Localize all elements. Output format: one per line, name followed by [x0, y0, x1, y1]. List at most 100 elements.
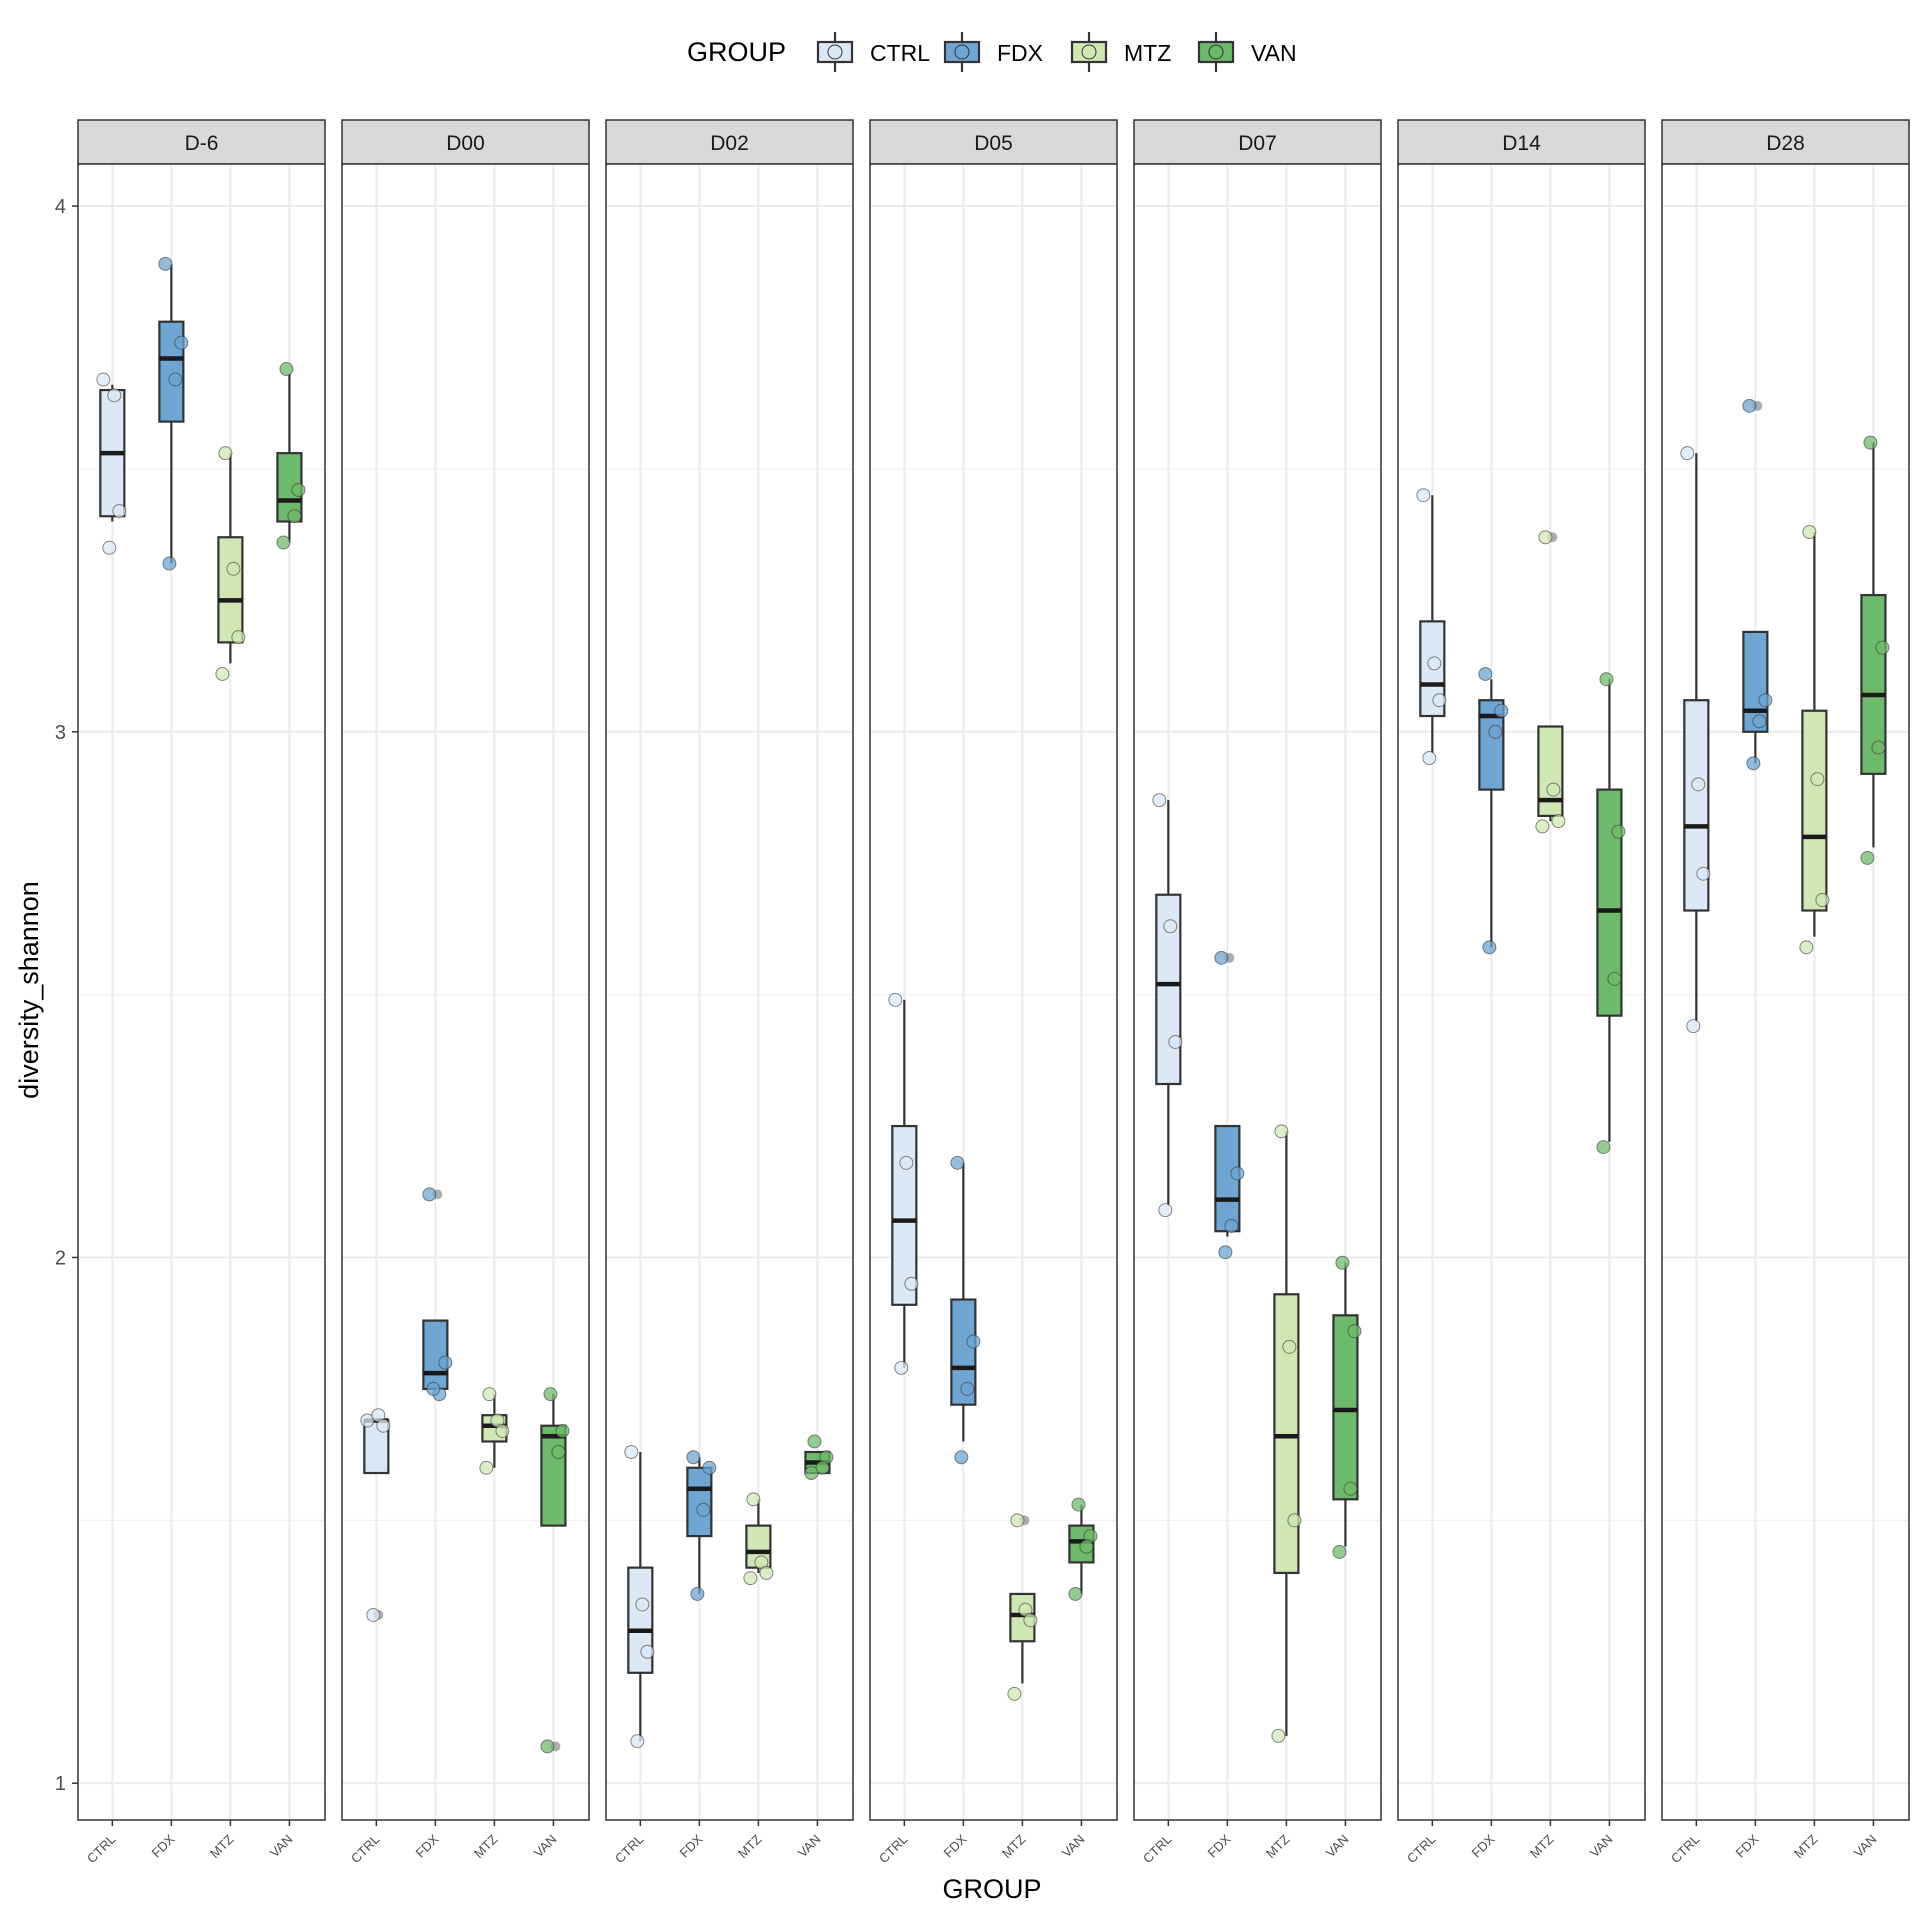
data-point [226, 561, 241, 576]
box-iqr [1332, 1314, 1359, 1501]
legend-key-point [954, 44, 970, 60]
data-point [218, 446, 233, 461]
axes: diversity_shannon GROUP [14, 881, 1042, 1904]
facet-strip-label: D00 [446, 132, 485, 155]
data-point [112, 503, 127, 518]
data-point [1347, 1324, 1362, 1339]
box-iqr [1537, 725, 1564, 817]
data-point [1871, 740, 1886, 755]
box-group-fdx [158, 256, 189, 571]
y-tick-label: 1 [55, 1773, 66, 1795]
x-axis-title: GROUP [942, 1874, 1041, 1904]
data-point [743, 1571, 758, 1586]
x-tick-label: CTRL [348, 1832, 383, 1867]
data-point [1599, 672, 1614, 687]
panel-background [342, 164, 589, 1820]
data-point [1271, 1728, 1286, 1743]
data-point [1494, 703, 1509, 718]
data-point [482, 1387, 497, 1402]
legend-item-van: VAN [1197, 32, 1297, 72]
data-point [1680, 446, 1695, 461]
data-point [630, 1734, 645, 1749]
box-group-fdx [1478, 666, 1509, 955]
data-point [1546, 782, 1561, 797]
x-tick-label: FDX [412, 1831, 441, 1860]
x-tick-label: VAN [267, 1832, 296, 1861]
data-point [1010, 1513, 1025, 1528]
data-point [1416, 488, 1431, 503]
legend-item-ctrl: CTRL [816, 32, 930, 72]
data-point [1758, 693, 1773, 708]
facet-panel-d07: D07 CTRL FDX MTZ VAN [1133, 119, 1382, 1867]
box-group-van [1068, 1497, 1098, 1601]
y-tick-label: 4 [55, 196, 66, 218]
data-point [966, 1334, 981, 1349]
box-group-fdx [686, 1450, 717, 1601]
box-group-van [540, 1387, 570, 1754]
facet-strip-label: D14 [1502, 132, 1541, 155]
data-point [1071, 1497, 1086, 1512]
box-group-ctrl [1680, 446, 1711, 1034]
data-point [215, 666, 230, 681]
data-point [543, 1387, 558, 1402]
data-point [624, 1445, 639, 1459]
x-tick-label: CTRL [612, 1832, 647, 1867]
data-point [1282, 1339, 1297, 1354]
data-point [1799, 940, 1814, 955]
data-point [540, 1739, 555, 1754]
x-tick-label: VAN [795, 1832, 824, 1861]
box-group-van [1332, 1255, 1362, 1559]
data-point [1538, 530, 1553, 545]
data-point [1686, 1019, 1701, 1034]
panel-border [77, 163, 326, 1821]
box-iqr [540, 1424, 567, 1527]
x-tick-label: CTRL [1668, 1832, 1703, 1867]
data-point [1478, 666, 1493, 681]
data-point [1168, 1034, 1183, 1049]
facet-panel-d-6: D-6 CTRL FDX MTZ VAN [77, 119, 326, 1866]
facet-panel-d05: D05 CTRL FDX MTZ VAN [869, 119, 1118, 1866]
box-group-mtz [1799, 525, 1830, 955]
data-point [686, 1450, 701, 1465]
data-point [1158, 1203, 1173, 1218]
box-group-ctrl [360, 1408, 391, 1622]
data-point [376, 1418, 391, 1433]
x-tick-label: CTRL [1140, 1832, 1175, 1867]
data-point [551, 1445, 566, 1459]
data-point [635, 1597, 650, 1612]
data-point [1860, 850, 1875, 865]
legend-key-point [1208, 44, 1224, 60]
data-point [904, 1276, 919, 1291]
x-tick-label: FDX [148, 1831, 177, 1860]
data-point [1875, 640, 1890, 655]
box-iqr [1214, 1124, 1241, 1233]
data-point [807, 1434, 822, 1449]
panel-border [605, 163, 854, 1821]
box-group-mtz [215, 446, 246, 681]
x-tick-label: FDX [940, 1831, 969, 1860]
data-point [888, 992, 903, 1007]
box-iqr [1273, 1293, 1300, 1575]
data-point [1432, 693, 1447, 708]
x-tick-label: MTZ [1527, 1831, 1557, 1861]
facet-strip-label: D-6 [185, 132, 219, 155]
x-tick-label: FDX [1204, 1831, 1233, 1860]
legend-label: VAN [1251, 40, 1297, 66]
box-iqr [1801, 709, 1828, 912]
facet-strip [1661, 119, 1910, 165]
x-tick-label: CTRL [1404, 1832, 1439, 1867]
data-point [1696, 866, 1711, 881]
data-point [231, 630, 246, 645]
box-group-fdx [1214, 950, 1245, 1260]
data-point [1427, 656, 1442, 671]
box-iqr [891, 1124, 918, 1306]
data-point [1488, 724, 1503, 739]
box-group-van [276, 362, 306, 550]
box-group-mtz [743, 1492, 774, 1586]
data-point [950, 1155, 965, 1170]
facet-panels: 1 2 3 4 D-6 CTRL FDX MTZ VAN D00 CTRL FDX MTZ VAN D02 C… [55, 119, 1910, 1867]
data-point [366, 1607, 381, 1622]
data-point [746, 1492, 761, 1507]
